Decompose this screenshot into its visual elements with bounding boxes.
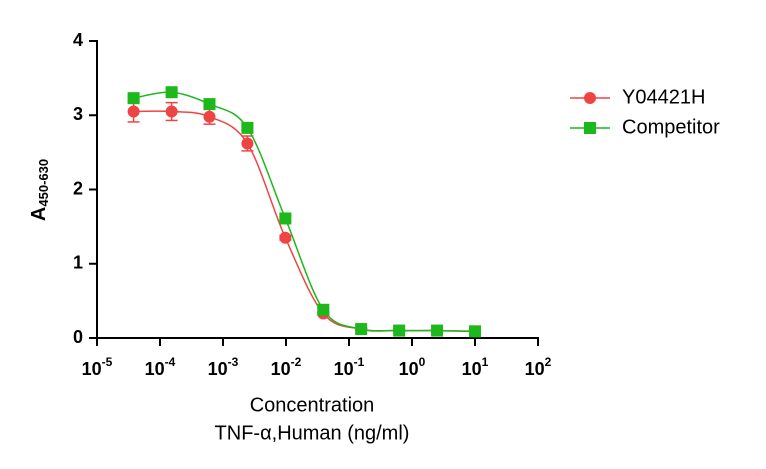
- x-axis-subtitle: TNF-α,Human (ng/ml): [215, 422, 410, 444]
- x-tick-exponent: -5: [102, 355, 113, 369]
- x-tick-exponent: 1: [482, 355, 489, 369]
- y-tick-label: 4: [73, 30, 83, 50]
- x-tick-exponent: 2: [545, 355, 552, 369]
- x-tick-exponent: -3: [228, 355, 239, 369]
- x-tick-label: 100: [399, 355, 426, 379]
- data-point: [241, 121, 254, 134]
- data-point: [203, 110, 216, 123]
- y-tick-label: 2: [73, 178, 83, 198]
- x-tick-base: 10: [334, 359, 354, 379]
- x-tick-exponent: -1: [354, 355, 365, 369]
- y-axis-title-main: A: [28, 207, 50, 221]
- data-point: [241, 137, 254, 150]
- x-tick-label: 10-3: [208, 355, 239, 379]
- legend-item: Competitor: [570, 116, 720, 138]
- y-tick-label: 1: [73, 253, 83, 273]
- x-tick-base: 10: [525, 359, 545, 379]
- data-point: [165, 105, 178, 118]
- data-point: [279, 212, 292, 225]
- data-point: [203, 98, 216, 111]
- x-tick-base: 10: [271, 359, 291, 379]
- y-axis-title: A450-630: [28, 159, 51, 221]
- x-tick-base: 10: [399, 359, 419, 379]
- y-axis-title-subscript: 450-630: [36, 159, 51, 207]
- legend-marker: [584, 92, 596, 104]
- legend-label: Competitor: [622, 116, 720, 138]
- series-line: [133, 110, 476, 333]
- x-tick-label: 10-4: [145, 355, 176, 379]
- x-tick-exponent: -2: [291, 355, 302, 369]
- y-tick-label: 3: [73, 104, 83, 124]
- data-point: [127, 105, 140, 118]
- data-point: [431, 324, 444, 337]
- data-point: [317, 303, 330, 316]
- legend-label: Y04421H: [622, 86, 705, 108]
- x-tick-base: 10: [462, 359, 482, 379]
- x-tick-exponent: -4: [165, 355, 176, 369]
- x-tick-label: 10-1: [334, 355, 365, 379]
- series-line: [133, 91, 476, 333]
- x-tick-label: 10-5: [82, 355, 113, 379]
- y-tick-label: 0: [73, 327, 83, 347]
- data-point: [393, 324, 406, 337]
- x-tick-label: 101: [462, 355, 489, 379]
- data-point: [279, 231, 292, 244]
- x-tick-exponent: 0: [419, 355, 426, 369]
- legend-marker: [584, 122, 596, 134]
- x-tick-base: 10: [82, 359, 102, 379]
- x-tick-base: 10: [145, 359, 165, 379]
- x-tick-label: 102: [525, 355, 552, 379]
- legend-item: Y04421H: [570, 86, 705, 108]
- x-tick-label: 10-2: [271, 355, 302, 379]
- data-point: [469, 325, 481, 338]
- x-axis-title: Concentration: [250, 394, 375, 416]
- data-point: [355, 323, 368, 336]
- data-point: [165, 86, 178, 99]
- x-tick-base: 10: [208, 359, 228, 379]
- data-point: [127, 92, 140, 105]
